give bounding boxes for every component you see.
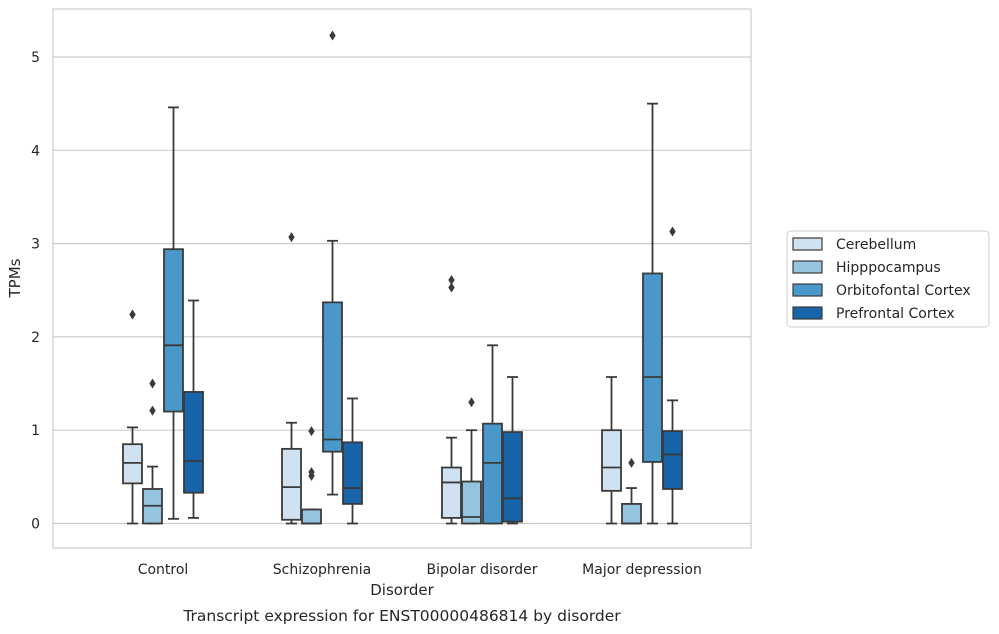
box: [183, 391, 204, 494]
outlier-point: [129, 309, 136, 320]
legend-label: Cerebellum: [836, 237, 916, 253]
box-group: [142, 378, 163, 525]
outlier-point: [288, 232, 295, 243]
y-tick-label: 5: [31, 50, 40, 66]
box-group: [183, 299, 204, 519]
y-tick-label: 4: [31, 143, 40, 159]
series-hipppocampus: [142, 378, 642, 525]
box: [342, 441, 363, 505]
box-group: [502, 376, 523, 525]
box-group: [342, 397, 363, 525]
outlier-point: [149, 405, 156, 416]
box-group: [601, 376, 622, 525]
box: [322, 301, 343, 453]
box: [122, 443, 143, 485]
legend-label: Orbitofontal Cortex: [836, 283, 971, 299]
box: [441, 466, 462, 519]
box-group: [461, 397, 482, 525]
legend-swatch: [792, 283, 823, 297]
y-tick-label: 0: [31, 517, 40, 533]
box-group: [621, 457, 642, 525]
legend-item: Cerebellum: [792, 237, 916, 253]
box-group: [642, 102, 663, 525]
box-group: [122, 309, 143, 525]
box: [662, 430, 683, 490]
box: [281, 447, 302, 521]
box: [621, 503, 642, 525]
box: [163, 248, 184, 413]
x-tick-label: Control: [138, 562, 189, 578]
outlier-point: [669, 226, 676, 237]
box: [482, 422, 503, 525]
x-axis-label: Disorder: [370, 581, 434, 599]
x-tick-label: Schizophrenia: [273, 562, 371, 578]
box: [461, 480, 482, 525]
box: [301, 508, 322, 525]
x-tick-labels: Control Schizophrenia Bipolar disorder Majo…: [138, 562, 702, 578]
legend-swatch: [792, 260, 823, 274]
series-orbitofontal-cortex: [163, 30, 663, 525]
legend-swatch: [792, 306, 823, 320]
y-tick-label: 2: [31, 330, 40, 346]
x-tick-label: Major depression: [582, 562, 702, 578]
box-group: [441, 274, 462, 525]
x-tick-label: Bipolar disorder: [426, 562, 537, 578]
y-axis-label: TPMs: [6, 258, 24, 298]
outlier-point: [468, 397, 475, 408]
legend-item: Hipppocampus: [792, 260, 941, 276]
y-tick-label: 1: [31, 423, 40, 439]
y-tick-label: 3: [31, 237, 40, 253]
outlier-point: [308, 467, 315, 478]
outlier-point: [329, 30, 336, 41]
outlier-point: [448, 282, 455, 293]
legend-frame: [786, 230, 990, 328]
box-group: [301, 426, 322, 525]
box: [642, 272, 663, 463]
outlier-point: [149, 378, 156, 389]
legend-label: Prefrontal Cortex: [836, 306, 955, 322]
box-group: [281, 232, 302, 525]
box-series: [122, 30, 683, 525]
box-group: [163, 106, 184, 520]
series-cerebellum: [122, 232, 622, 525]
box: [601, 429, 622, 492]
chart-caption: Transcript expression for ENST0000048681…: [182, 607, 621, 625]
outlier-point: [308, 426, 315, 437]
box-group: [482, 344, 503, 525]
box-group: [662, 226, 683, 525]
box: [502, 431, 523, 523]
outlier-point: [628, 457, 635, 468]
legend-swatch: [792, 237, 823, 251]
y-tick-labels: 0 1 2 3 4 5: [31, 50, 40, 533]
legend-item: Orbitofontal Cortex: [792, 283, 971, 299]
box-group: [322, 30, 343, 496]
legend-item: Prefrontal Cortex: [792, 306, 955, 322]
legend-label: Hipppocampus: [836, 260, 941, 276]
legend: Cerebellum Hipppocampus Orbitofontal Corte…: [786, 230, 990, 328]
outlier-point: [448, 274, 455, 285]
series-prefrontal-cortex: [183, 226, 683, 525]
